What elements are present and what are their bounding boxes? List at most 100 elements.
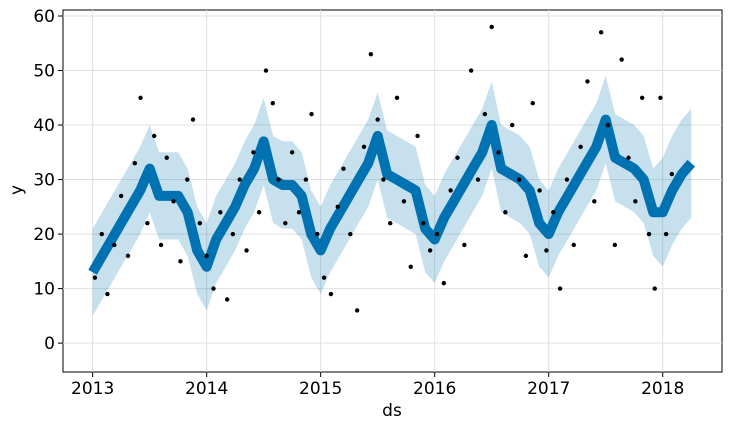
observation-point	[263, 68, 269, 73]
observation-point	[585, 79, 590, 84]
observation-point	[230, 231, 236, 237]
observation-point	[557, 286, 563, 291]
observation-point	[388, 220, 393, 226]
observation-point	[394, 95, 400, 100]
y-tick-label: 40	[33, 116, 55, 136]
observation-point	[178, 259, 183, 264]
observation-point	[158, 242, 164, 248]
observation-point	[368, 51, 374, 57]
observation-point	[448, 188, 453, 193]
observation-point	[251, 150, 256, 155]
observation-point	[523, 253, 529, 259]
observation-point	[92, 275, 98, 280]
observation-point	[328, 291, 334, 297]
x-tick-label: 2016	[413, 379, 456, 399]
observation-point	[185, 177, 190, 182]
observation-point	[468, 68, 474, 73]
y-tick-label: 20	[33, 225, 55, 245]
observation-point	[244, 248, 249, 253]
observation-point	[132, 160, 138, 166]
observation-point	[633, 199, 638, 204]
y-tick-label: 30	[33, 171, 55, 191]
x-tick-label: 2017	[527, 379, 570, 399]
forecast-line	[88, 114, 695, 275]
observation-point	[348, 231, 353, 237]
observation-point	[455, 155, 460, 160]
observation-point	[138, 95, 143, 100]
y-tick-label: 50	[33, 62, 55, 82]
observation-point	[152, 133, 157, 139]
observation-point	[564, 177, 570, 182]
observation-point	[605, 122, 611, 128]
observation-point	[145, 220, 150, 226]
observation-point	[237, 177, 242, 182]
x-axis-label: ds	[382, 401, 402, 421]
observation-point	[211, 286, 216, 291]
x-tick-label: 2018	[641, 379, 684, 399]
x-tick-label: 2014	[185, 379, 228, 399]
observation-point	[663, 231, 669, 237]
observation-point	[482, 111, 488, 117]
observation-point	[551, 210, 556, 215]
observation-point	[639, 95, 645, 100]
observation-point	[190, 117, 196, 122]
observation-point	[669, 171, 675, 177]
observation-point	[197, 220, 203, 226]
observation-point	[626, 155, 631, 160]
observation-point	[578, 144, 583, 150]
observation-point	[496, 150, 501, 155]
uncertainty-band	[92, 75, 692, 316]
observation-point	[441, 280, 447, 286]
x-tick-label: 2013	[71, 379, 114, 399]
observation-point	[164, 155, 169, 160]
observation-point	[510, 122, 515, 128]
observation-point	[434, 231, 440, 237]
observation-point	[592, 199, 597, 204]
observation-point	[375, 117, 380, 122]
observation-point	[99, 231, 104, 237]
observation-point	[530, 101, 535, 106]
observation-point	[335, 204, 340, 210]
x-tick-label: 2015	[299, 379, 342, 399]
observation-point	[125, 253, 131, 259]
observation-point	[361, 144, 367, 150]
observation-point	[381, 177, 386, 182]
observation-point	[619, 57, 624, 62]
observation-point	[112, 242, 117, 248]
observation-point	[283, 220, 288, 226]
observation-point	[171, 199, 176, 204]
observation-point	[256, 210, 262, 215]
observation-point	[270, 101, 275, 106]
y-tick-label: 60	[33, 7, 55, 27]
observation-point	[612, 242, 618, 248]
observation-point	[544, 248, 549, 253]
observation-point	[421, 220, 426, 226]
observation-point	[571, 242, 576, 248]
observation-point	[415, 133, 420, 139]
observation-point	[489, 24, 494, 30]
observation-point	[296, 210, 302, 215]
y-axis-label: y	[7, 185, 27, 195]
observation-point	[658, 95, 663, 100]
observation-point	[118, 193, 124, 199]
observation-point	[462, 242, 467, 248]
observation-point	[341, 166, 346, 171]
observation-point	[537, 188, 542, 193]
y-tick-label: 0	[44, 334, 55, 354]
observation-point	[224, 297, 230, 302]
marks	[88, 24, 695, 316]
observation-point	[303, 177, 309, 182]
observation-point	[218, 210, 223, 215]
observation-point	[354, 308, 360, 313]
observation-point	[652, 286, 657, 291]
observation-point	[475, 177, 481, 182]
observation-point	[516, 177, 522, 182]
observation-point	[427, 248, 433, 253]
observation-point	[289, 150, 295, 155]
observation-point	[408, 264, 413, 269]
observation-point	[204, 253, 209, 259]
observation-point	[598, 30, 604, 35]
observation-point	[309, 111, 314, 117]
